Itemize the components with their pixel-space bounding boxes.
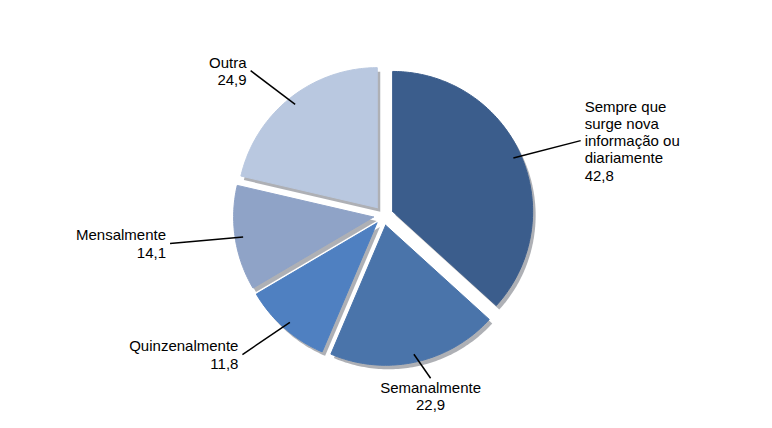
svg-text:Sempre quesurge novainformação: Sempre quesurge novainformação oudiariam… (585, 98, 680, 184)
svg-text:Quinzenalmente11,8: Quinzenalmente11,8 (129, 337, 238, 371)
svg-text:Mensalmente14,1: Mensalmente14,1 (76, 226, 166, 260)
svg-text:Outra24,9: Outra24,9 (209, 54, 247, 88)
svg-text:Semanalmente22,9: Semanalmente22,9 (380, 379, 481, 413)
